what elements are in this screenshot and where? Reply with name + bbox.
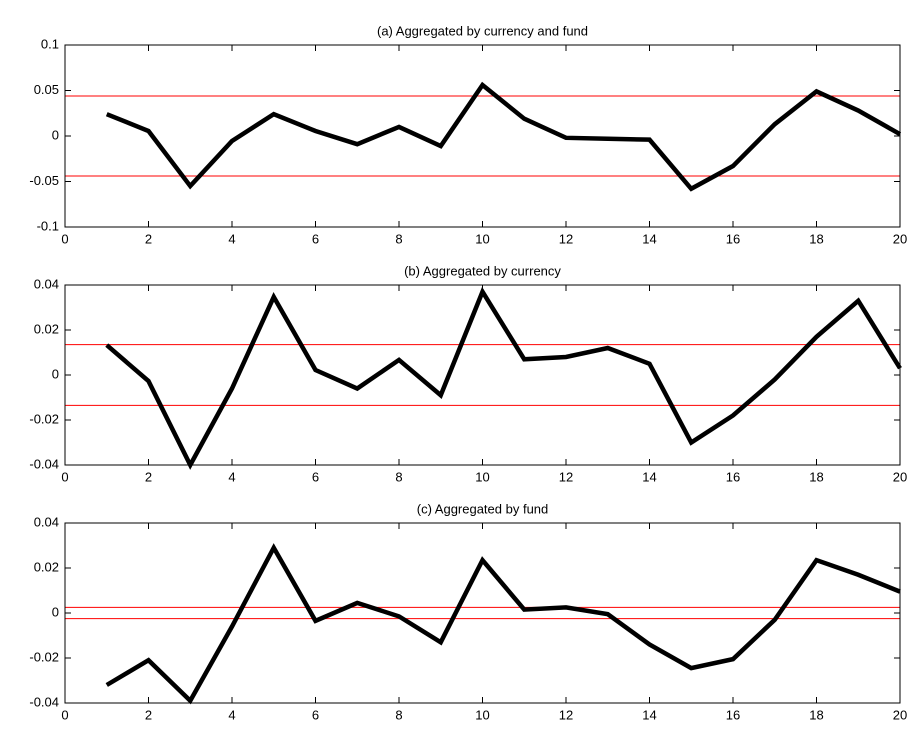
axes-box (64, 44, 901, 228)
x-tick-label: 6 (312, 231, 319, 246)
axes-box (64, 522, 901, 704)
y-tick-label: 0 (52, 604, 59, 619)
data-line (105, 286, 902, 470)
y-tick-label: -0.02 (29, 649, 59, 664)
y-tick-label: -0.02 (29, 411, 59, 426)
x-tick-label: 14 (642, 469, 656, 484)
x-tick-label: 10 (475, 707, 489, 722)
x-tick-label: 14 (642, 231, 656, 246)
y-tick-label: 0.02 (34, 321, 59, 336)
x-tick-label: 12 (559, 707, 573, 722)
x-tick-label: 0 (61, 231, 68, 246)
x-tick-label: 2 (145, 231, 152, 246)
x-tick-label: 10 (475, 231, 489, 246)
x-tick-label: 16 (726, 231, 740, 246)
x-tick-label: 8 (395, 707, 402, 722)
x-tick-label: 12 (559, 469, 573, 484)
x-tick-label: 14 (642, 707, 656, 722)
x-tick-label: 12 (559, 231, 573, 246)
y-tick-label: 0.04 (34, 514, 59, 529)
x-tick-label: 2 (145, 707, 152, 722)
chart-title: (c) Aggregated by fund (417, 501, 549, 516)
x-tick-label: 20 (893, 231, 907, 246)
x-tick-label: 4 (228, 231, 235, 246)
x-tick-label: 16 (726, 707, 740, 722)
x-tick-label: 4 (228, 469, 235, 484)
y-tick-label: 0.02 (34, 559, 59, 574)
x-tick-label: 6 (312, 469, 319, 484)
axes-box (64, 284, 901, 466)
data-line (105, 81, 902, 192)
x-tick-label: 10 (475, 469, 489, 484)
x-tick-label: 8 (395, 231, 402, 246)
x-tick-label: 8 (395, 469, 402, 484)
y-tick-label: -0.1 (37, 218, 59, 233)
x-tick-label: 0 (61, 469, 68, 484)
x-tick-label: 2 (145, 469, 152, 484)
chart-title: (a) Aggregated by currency and fund (377, 23, 588, 38)
y-tick-label: 0.1 (41, 36, 59, 51)
x-tick-label: 6 (312, 707, 319, 722)
x-tick-label: 20 (893, 469, 907, 484)
data-line (105, 543, 901, 705)
x-tick-label: 16 (726, 469, 740, 484)
x-tick-label: 4 (228, 707, 235, 722)
y-tick-label: -0.04 (29, 694, 59, 709)
y-tick-label: -0.05 (29, 173, 59, 188)
y-tick-label: -0.04 (29, 456, 59, 471)
y-tick-label: 0.05 (34, 82, 59, 97)
x-tick-label: 18 (809, 707, 823, 722)
chart-title: (b) Aggregated by currency (404, 263, 561, 278)
x-tick-label: 20 (893, 707, 907, 722)
x-tick-label: 18 (809, 469, 823, 484)
y-tick-label: 0 (52, 127, 59, 142)
x-tick-label: 0 (61, 707, 68, 722)
y-tick-label: 0 (52, 366, 59, 381)
y-tick-label: 0.04 (34, 276, 59, 291)
x-tick-label: 18 (809, 231, 823, 246)
